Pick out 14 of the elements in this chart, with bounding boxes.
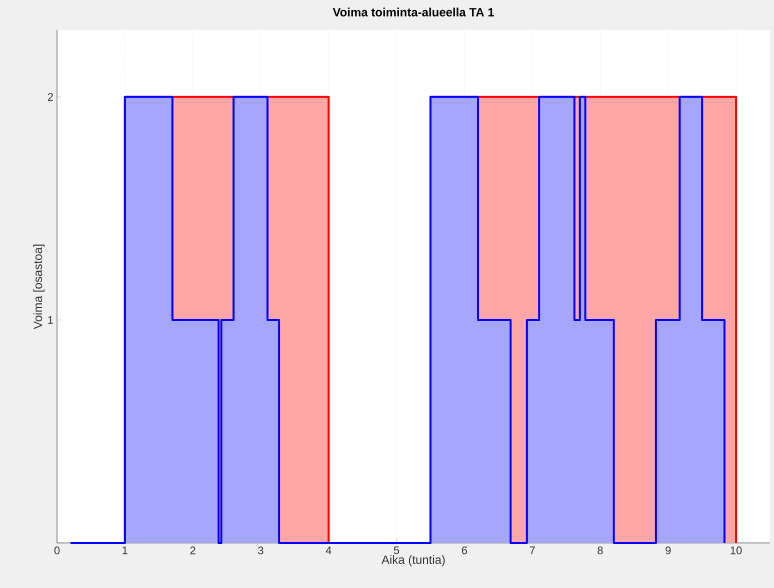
x-tick-label: 5 <box>394 546 400 554</box>
chart-title: Voima toiminta-alueella TA 1 <box>332 8 494 16</box>
x-tick-label: 8 <box>598 546 603 554</box>
x-axis-title: Aika (tuntia) <box>382 555 445 566</box>
x-tick-label: 7 <box>530 546 535 554</box>
x-tick-label: 4 <box>326 546 332 554</box>
x-tick-label: 9 <box>666 546 671 554</box>
x-tick-label: 6 <box>462 546 468 554</box>
x-tick-label: 2 <box>190 546 196 554</box>
x-tick-label: 3 <box>258 546 264 554</box>
x-tick-label: 1 <box>122 546 128 554</box>
x-tick-label: 10 <box>730 546 742 554</box>
x-tick-label: 0 <box>54 546 60 554</box>
y-axis-title: Voima [osastoa] <box>33 244 44 330</box>
